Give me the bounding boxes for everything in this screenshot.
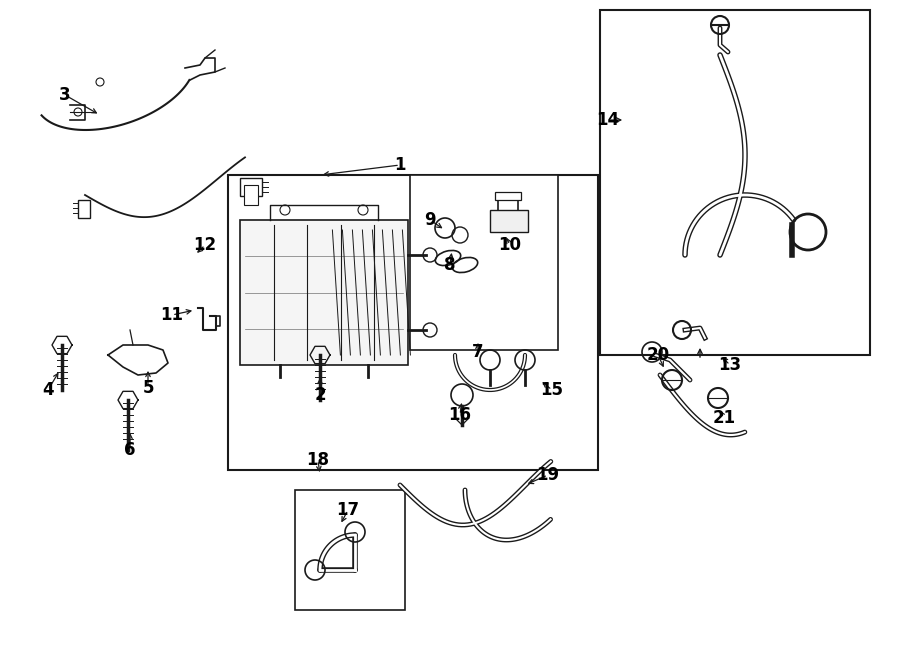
Text: 19: 19 — [536, 466, 560, 484]
Text: 15: 15 — [541, 381, 563, 399]
Text: 1: 1 — [394, 156, 406, 174]
Text: 12: 12 — [194, 236, 217, 254]
Text: 20: 20 — [646, 346, 670, 364]
Text: 8: 8 — [445, 256, 455, 274]
Text: 2: 2 — [314, 386, 326, 404]
Text: 7: 7 — [472, 343, 484, 361]
Bar — [490, 210, 528, 232]
Bar — [240, 220, 408, 365]
Text: 3: 3 — [59, 86, 71, 104]
Text: 5: 5 — [142, 379, 154, 397]
Text: 9: 9 — [424, 211, 436, 229]
Bar — [78, 200, 90, 218]
Text: 18: 18 — [307, 451, 329, 469]
Text: 6: 6 — [124, 441, 136, 459]
Text: 11: 11 — [160, 306, 184, 324]
Text: 16: 16 — [448, 406, 472, 424]
Bar — [244, 185, 258, 205]
Text: 21: 21 — [713, 409, 735, 427]
Bar — [295, 490, 405, 610]
Text: 10: 10 — [499, 236, 521, 254]
Text: 14: 14 — [597, 111, 619, 129]
Bar — [240, 178, 262, 196]
Text: 13: 13 — [718, 356, 742, 374]
Bar — [600, 10, 870, 355]
Bar — [228, 175, 598, 470]
Bar — [410, 175, 558, 350]
Text: 4: 4 — [42, 381, 54, 399]
Text: 17: 17 — [337, 501, 360, 519]
Bar — [495, 192, 521, 200]
